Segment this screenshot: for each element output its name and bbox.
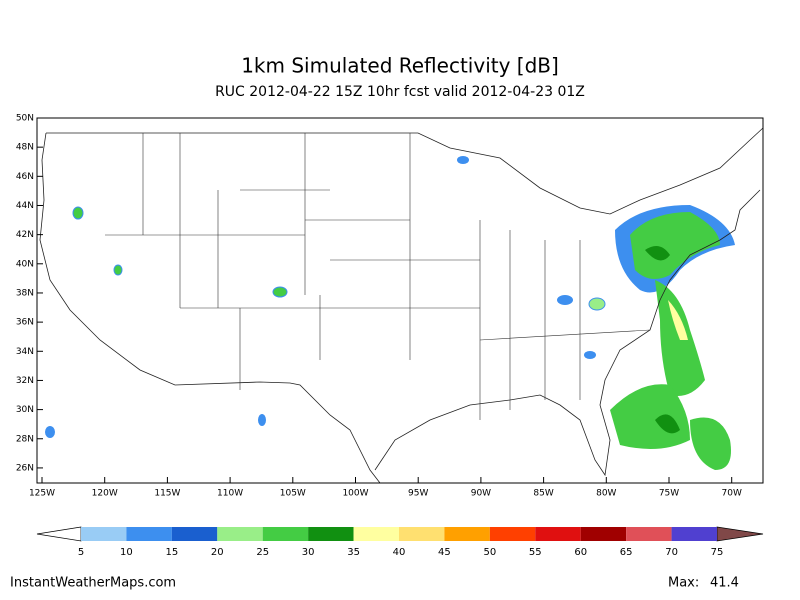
colorbar-segment [81,527,127,541]
lon-label: 70W [722,489,742,499]
colorbar-label: 25 [256,547,269,558]
colorbar-segment [626,527,672,541]
max-label: Max: [668,576,699,591]
echo [72,206,84,220]
coast [39,132,381,484]
colorbar-label: 35 [347,547,360,558]
colorbar-label: 65 [620,547,633,558]
echo [113,264,123,276]
colorbar-over [716,526,764,542]
lon-label: 90W [471,489,491,499]
colorbar-segment [489,527,536,541]
echo [690,417,731,470]
colorbar-label: 15 [165,547,178,558]
lon-label: 75W [659,489,679,499]
lat-label: 30N [16,405,34,415]
colorbar-label: 60 [574,547,587,558]
echo [584,351,596,359]
lon-label: 100W [342,489,368,499]
echoes [45,156,735,470]
colorbar-label: 50 [483,547,496,558]
colorbar-label: 55 [529,547,542,558]
coast [374,189,761,477]
lon-label: 95W [408,489,428,499]
colorbar-segment [580,527,627,541]
lat-label: 36N [16,318,34,328]
colorbar-label: 20 [211,547,224,558]
lon-label: 115W [154,489,180,499]
lat-label: 46N [16,172,34,182]
max-value: 41.4 [710,576,739,591]
lon-label: 125W [29,489,55,499]
footer: InstantWeatherMaps.com [10,576,176,591]
lat-label: 32N [16,376,34,386]
colorbar-under [36,526,82,542]
colorbar-segment [171,527,218,541]
map-outlines [39,127,764,484]
colorbar-segment [399,527,445,541]
lon-label: 80W [596,489,616,499]
echo [655,414,680,434]
colorbar-segment [671,527,717,541]
colorbar-label: 45 [438,547,451,558]
colorbar-label: 40 [393,547,406,558]
colorbar-segment [217,527,263,541]
echo [557,295,573,305]
colorbar-label: 10 [120,547,133,558]
lat-label: 34N [16,347,34,357]
colorbar-segment [444,527,490,541]
lon-label: 120W [92,489,118,499]
lat-label: 26N [16,463,34,473]
subtitle: RUC 2012-04-22 15Z 10hr fcst valid 2012-… [215,84,585,100]
colorbar-label: 5 [78,547,84,558]
colorbar-segment [308,527,354,541]
colorbar-segment [353,527,399,541]
echo [272,286,288,298]
colorbar-label: 30 [302,547,315,558]
echo [668,300,688,340]
lat-label: 48N [16,143,34,153]
axes: 50N 48N 46N 44N 42N 40N 38N 36N 34N 32N 30N 28N 26N 1… [16,114,742,499]
colorbar-segment [262,527,309,541]
lat-label: 38N [16,288,34,298]
lon-label: 105W [280,489,306,499]
state-lines [105,133,651,420]
lat-label: 40N [16,259,34,269]
echo [258,414,266,426]
lon-label: 110W [217,489,243,499]
lat-label: 42N [16,230,34,240]
echo [645,246,670,261]
lat-label: 28N [16,434,34,444]
lat-label: 44N [16,201,34,211]
colorbar-segment [535,527,581,541]
lat-label: 50N [16,114,34,124]
colorbar-label: 70 [665,547,678,558]
echo [630,212,720,279]
lon-label: 85W [533,489,553,499]
colorbar-label: 75 [711,547,724,558]
echo [45,426,55,438]
colorbar-segment [126,527,172,541]
echo [588,297,606,311]
echo [457,156,469,164]
colorbar: 5 10 15 20 25 30 35 40 45 50 55 60 65 70 75 [36,526,764,558]
title: 1km Simulated Reflectivity [dB] [241,54,559,78]
border [46,127,764,215]
map-frame [36,117,764,484]
